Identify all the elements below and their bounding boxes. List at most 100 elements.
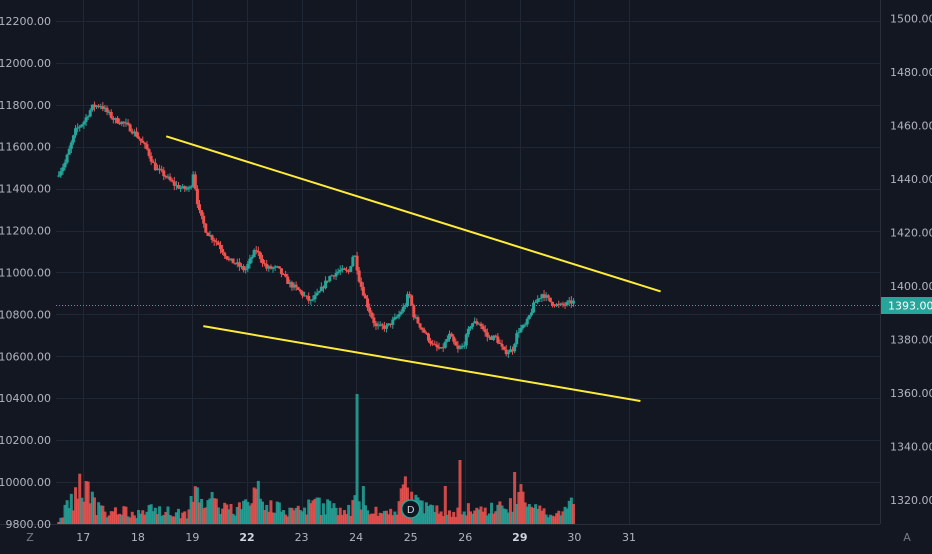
candle[interactable] bbox=[483, 325, 487, 337]
candle[interactable] bbox=[130, 128, 134, 135]
candle[interactable] bbox=[282, 273, 286, 276]
candle[interactable] bbox=[197, 199, 201, 214]
candle[interactable] bbox=[569, 295, 573, 308]
candle[interactable] bbox=[387, 323, 391, 327]
candle[interactable] bbox=[82, 120, 86, 129]
candle[interactable] bbox=[433, 340, 437, 346]
candle[interactable] bbox=[550, 301, 554, 308]
candle[interactable] bbox=[508, 345, 512, 353]
candle[interactable] bbox=[95, 104, 99, 110]
candle[interactable] bbox=[351, 255, 355, 268]
candle[interactable] bbox=[284, 270, 288, 278]
candle[interactable] bbox=[189, 185, 193, 190]
candle[interactable] bbox=[265, 259, 269, 272]
candle[interactable] bbox=[181, 183, 185, 189]
candle[interactable] bbox=[370, 310, 374, 319]
candle[interactable] bbox=[307, 292, 311, 304]
candle[interactable] bbox=[300, 290, 304, 299]
candle[interactable] bbox=[368, 303, 372, 317]
candle[interactable] bbox=[229, 258, 233, 262]
candle[interactable] bbox=[214, 238, 218, 246]
candle[interactable] bbox=[487, 334, 491, 340]
candle[interactable] bbox=[513, 342, 517, 354]
candle[interactable] bbox=[353, 255, 357, 258]
candle[interactable] bbox=[561, 301, 565, 308]
candle[interactable] bbox=[145, 141, 149, 151]
candle[interactable] bbox=[391, 316, 395, 329]
candle[interactable] bbox=[399, 309, 403, 316]
candle[interactable] bbox=[324, 276, 328, 290]
candle[interactable] bbox=[71, 134, 75, 145]
candle[interactable] bbox=[187, 185, 191, 192]
candle[interactable] bbox=[172, 176, 176, 191]
candle[interactable] bbox=[496, 333, 500, 345]
candle[interactable] bbox=[277, 266, 281, 269]
candle[interactable] bbox=[342, 267, 346, 271]
candle[interactable] bbox=[141, 136, 145, 143]
candle[interactable] bbox=[271, 266, 275, 273]
candle[interactable] bbox=[221, 244, 225, 256]
candle[interactable] bbox=[445, 335, 449, 343]
candle[interactable] bbox=[164, 174, 168, 180]
trendline[interactable] bbox=[165, 135, 661, 293]
candle[interactable] bbox=[86, 115, 90, 121]
candle[interactable] bbox=[244, 266, 248, 274]
candle[interactable] bbox=[296, 286, 300, 291]
candle[interactable] bbox=[124, 118, 128, 127]
candle[interactable] bbox=[567, 297, 571, 307]
candle[interactable] bbox=[126, 119, 130, 126]
candle[interactable] bbox=[450, 332, 454, 337]
candles[interactable] bbox=[57, 101, 575, 358]
right-axis-panel[interactable] bbox=[880, 0, 932, 550]
candle[interactable] bbox=[464, 332, 468, 349]
candle[interactable] bbox=[536, 295, 540, 305]
candle[interactable] bbox=[363, 293, 367, 299]
candle[interactable] bbox=[59, 167, 63, 179]
candle[interactable] bbox=[227, 256, 231, 262]
candle[interactable] bbox=[288, 279, 292, 288]
candle[interactable] bbox=[185, 185, 189, 192]
candle[interactable] bbox=[548, 297, 552, 303]
candle[interactable] bbox=[279, 268, 283, 278]
candle[interactable] bbox=[176, 181, 180, 190]
candle[interactable] bbox=[317, 290, 321, 294]
candle[interactable] bbox=[384, 323, 388, 333]
candle[interactable] bbox=[458, 344, 462, 350]
candle[interactable] bbox=[378, 321, 382, 327]
candle[interactable] bbox=[481, 323, 485, 332]
candle[interactable] bbox=[303, 291, 307, 297]
candle[interactable] bbox=[500, 339, 504, 351]
candle[interactable] bbox=[225, 255, 229, 261]
candle[interactable] bbox=[490, 335, 494, 341]
candle[interactable] bbox=[357, 266, 361, 284]
candle[interactable] bbox=[565, 300, 569, 307]
candle[interactable] bbox=[355, 251, 359, 275]
candle[interactable] bbox=[294, 281, 298, 291]
candle[interactable] bbox=[389, 323, 393, 328]
candle[interactable] bbox=[250, 254, 254, 264]
candle[interactable] bbox=[374, 320, 378, 331]
candle[interactable] bbox=[193, 171, 197, 191]
candle[interactable] bbox=[99, 103, 103, 110]
candle[interactable] bbox=[359, 277, 363, 291]
candle[interactable] bbox=[431, 339, 435, 347]
candle[interactable] bbox=[397, 310, 401, 320]
candle[interactable] bbox=[118, 118, 122, 125]
candle[interactable] bbox=[231, 258, 235, 264]
candle[interactable] bbox=[529, 308, 533, 317]
candle[interactable] bbox=[429, 337, 433, 347]
candle[interactable] bbox=[393, 313, 397, 321]
candle[interactable] bbox=[97, 103, 101, 109]
candle[interactable] bbox=[506, 349, 510, 358]
candle[interactable] bbox=[527, 314, 531, 320]
candle[interactable] bbox=[242, 264, 246, 273]
dividend-marker[interactable]: D bbox=[400, 499, 421, 519]
candle[interactable] bbox=[492, 335, 496, 341]
candle[interactable] bbox=[420, 327, 424, 333]
candle[interactable] bbox=[319, 282, 323, 292]
candle[interactable] bbox=[168, 173, 172, 182]
candle[interactable] bbox=[443, 339, 447, 349]
candle[interactable] bbox=[202, 212, 206, 228]
candle[interactable] bbox=[134, 127, 138, 138]
